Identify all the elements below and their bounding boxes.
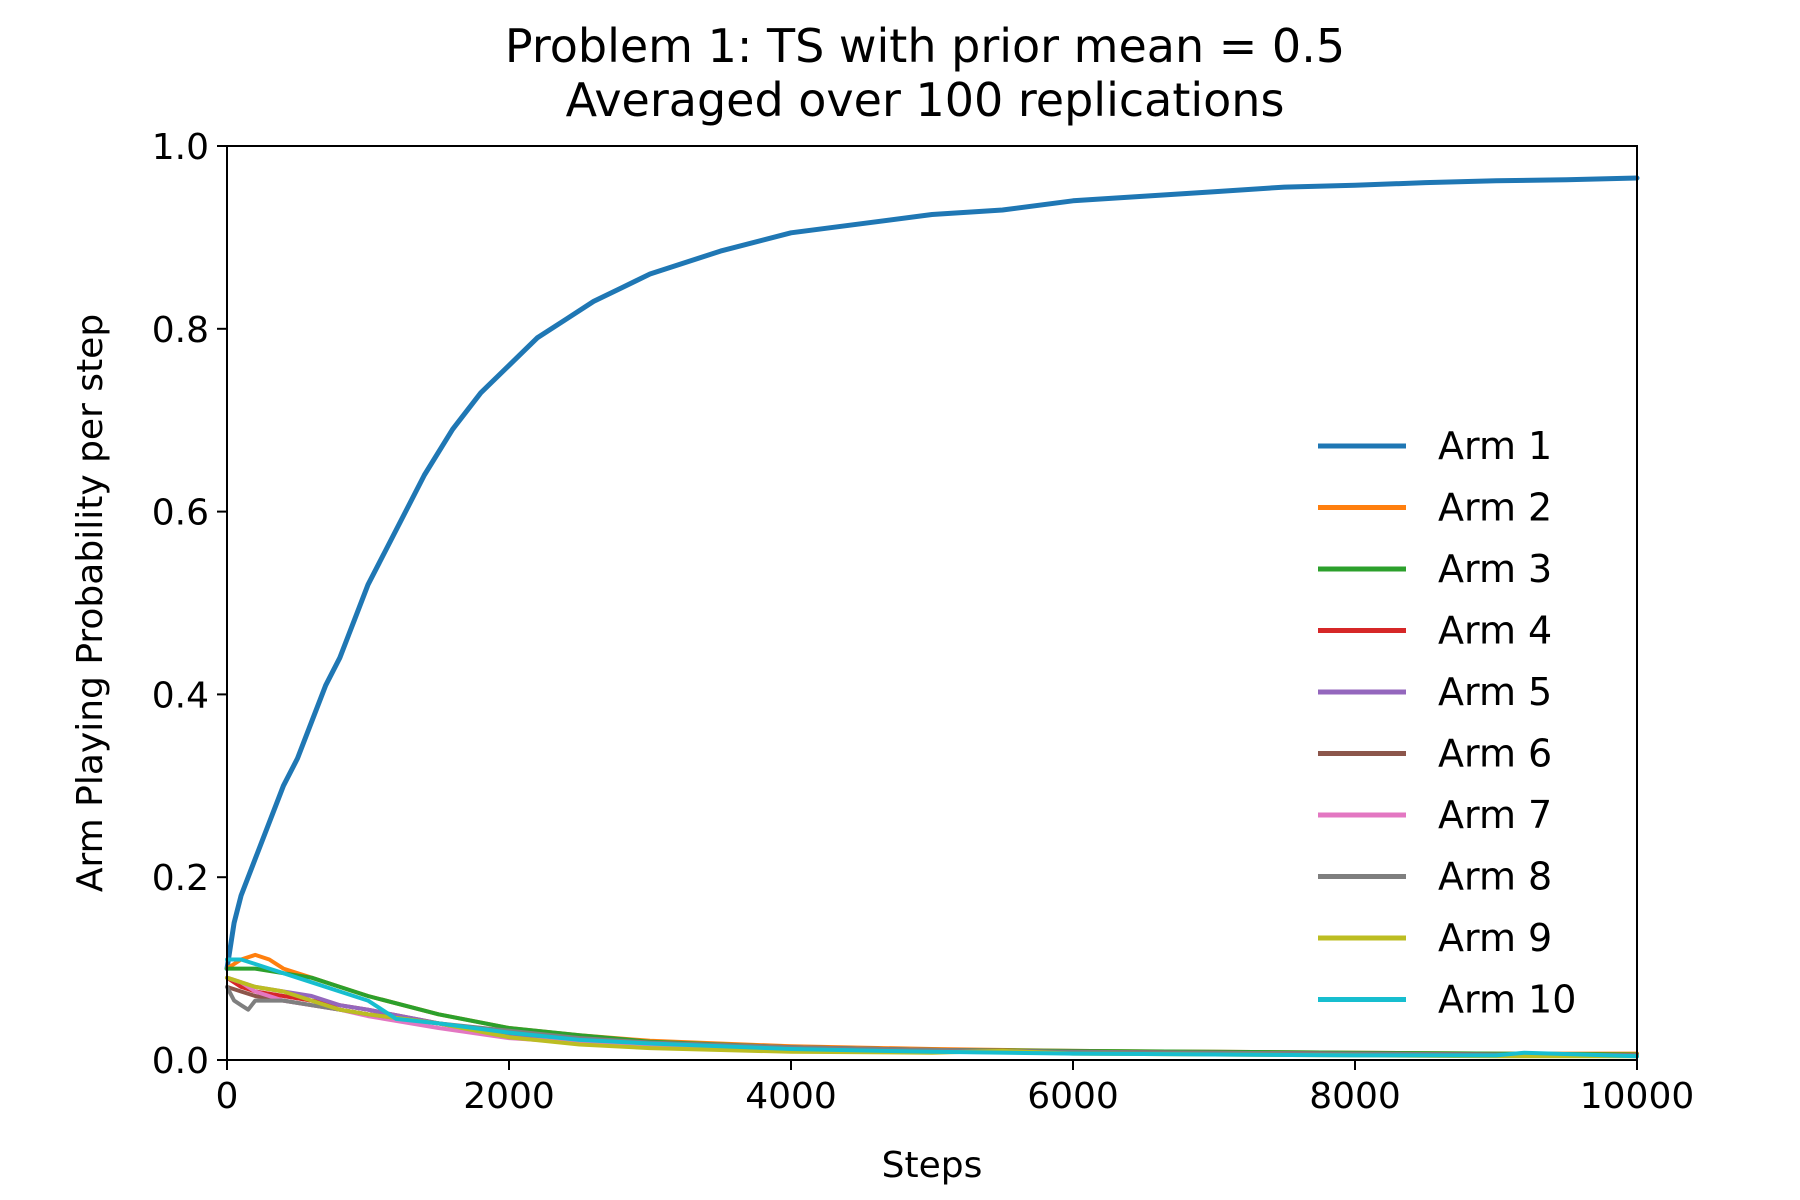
x-tick-label: 0 [216,1076,239,1117]
y-tick-label: 0.4 [152,675,209,716]
legend-label-arm-2: Arm 2 [1438,486,1552,530]
legend-label-arm-8: Arm 8 [1438,855,1552,899]
y-tick-label: 0.6 [152,493,209,534]
x-axis: 0 2000 4000 6000 8000 10000 [216,1060,1695,1117]
x-tick-label: 2000 [463,1076,555,1117]
legend-label-arm-1: Arm 1 [1438,424,1552,468]
legend-label-arm-4: Arm 4 [1438,609,1552,653]
x-tick-label: 6000 [1027,1076,1119,1117]
legend-label-arm-5: Arm 5 [1438,670,1552,714]
plot-frame [226,145,1638,1061]
series-line-arm-10 [225,957,1639,1059]
y-axis-label: Arm Playing Probability per step [70,314,111,892]
x-tick-label: 8000 [1309,1076,1401,1117]
y-tick-label: 0.2 [152,858,209,899]
series-layer [224,175,1640,1059]
x-tick-label: 10000 [1580,1076,1695,1117]
legend-label-arm-6: Arm 6 [1438,732,1552,776]
legend-label-arm-10: Arm 10 [1438,978,1576,1022]
y-tick-label: 0.8 [152,310,209,351]
chart-title: Problem 1: TS with prior mean = 0.5 [505,19,1345,73]
y-axis: 0.0 0.2 0.4 0.6 0.8 1.0 [152,127,227,1082]
x-tick-label: 4000 [745,1076,837,1117]
y-tick-label: 0.0 [152,1041,209,1082]
y-tick-label: 1.0 [152,127,209,168]
x-axis-label: Steps [882,1145,983,1186]
chart-subtitle: Averaged over 100 replications [566,73,1285,127]
legend-label-arm-3: Arm 3 [1438,547,1552,591]
legend-label-arm-7: Arm 7 [1438,793,1552,837]
series-line-arm-1 [224,175,1640,972]
legend: Arm 1 Arm 2 Arm 3 Arm 4 Arm 5 Arm 6 Arm 7 Arm 8… [1318,424,1576,1022]
legend-label-arm-9: Arm 9 [1438,916,1552,960]
